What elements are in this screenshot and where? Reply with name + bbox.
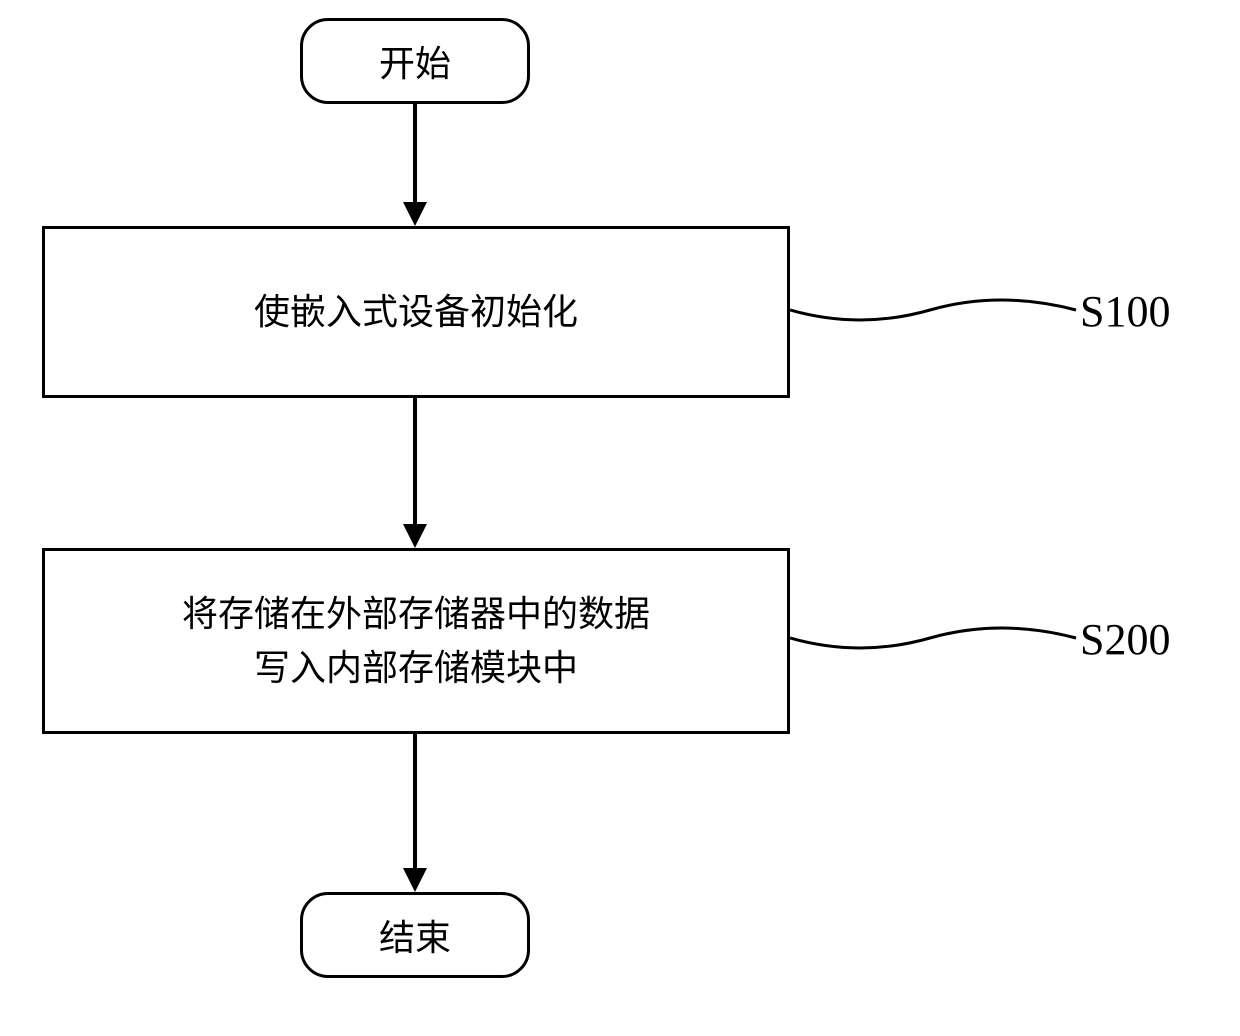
start-node-label: 开始 bbox=[379, 35, 451, 87]
arrow-step1-step2 bbox=[413, 398, 417, 526]
end-node-label: 结束 bbox=[379, 909, 451, 961]
step2-node-label: 将存储在外部存储器中的数据 写入内部存储模块中 bbox=[182, 587, 650, 695]
arrow-head-step1-step2 bbox=[403, 524, 427, 548]
step1-node-label: 使嵌入式设备初始化 bbox=[254, 285, 578, 339]
arrow-step2-end bbox=[413, 734, 417, 870]
step-label-s200-text: S200 bbox=[1080, 615, 1170, 664]
step2-node: 将存储在外部存储器中的数据 写入内部存储模块中 bbox=[42, 548, 790, 734]
connector-s200 bbox=[790, 608, 1080, 668]
step1-node: 使嵌入式设备初始化 bbox=[42, 226, 790, 398]
end-node: 结束 bbox=[300, 892, 530, 978]
arrow-head-step2-end bbox=[403, 868, 427, 892]
step-label-s100-text: S100 bbox=[1080, 287, 1170, 336]
arrow-head-start-step1 bbox=[403, 202, 427, 226]
connector-s100 bbox=[790, 280, 1080, 340]
flowchart-container: 开始 使嵌入式设备初始化 S100 将存储在外部存储器中的数据 写入内部存储模块… bbox=[0, 0, 1240, 1036]
step-label-s100: S100 bbox=[1080, 286, 1170, 337]
start-node: 开始 bbox=[300, 18, 530, 104]
arrow-start-step1 bbox=[413, 104, 417, 204]
step-label-s200: S200 bbox=[1080, 614, 1170, 665]
